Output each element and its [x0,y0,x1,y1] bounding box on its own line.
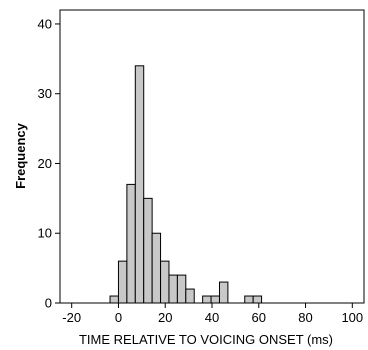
histogram-bar [185,288,195,304]
histogram-bar [218,281,229,304]
y-axis-label: Frequency [13,122,28,189]
histogram-bar [109,295,119,304]
histogram-bar [126,183,136,304]
x-tick-label: 40 [205,310,219,325]
histogram-bar [168,274,178,304]
histogram-bar [244,295,254,304]
x-axis-label: TIME RELATIVE TO VOICING ONSET (ms) [79,332,333,347]
histogram-bar [176,274,187,304]
x-tick-label: 60 [252,310,266,325]
x-axis-ticks: -20 0 20 40 60 80 100 [62,303,363,325]
histogram-bar [143,197,153,304]
y-tick-label: 30 [38,86,52,101]
histogram-bar [117,260,128,304]
y-tick-label: 0 [45,296,52,311]
x-tick-label: 0 [115,310,122,325]
histogram-bar [134,65,145,304]
x-tick-label: -20 [62,310,81,325]
histogram-bar [252,295,263,304]
y-axis-ticks: 0 10 20 30 40 [38,16,60,311]
plot-frame [59,9,365,304]
y-tick-label: 20 [38,156,52,171]
x-tick-label: 100 [341,310,363,325]
y-tick-label: 40 [38,16,52,31]
bars-group [109,65,263,304]
y-tick-label: 10 [38,226,52,241]
x-tick-label: 20 [158,310,172,325]
x-tick-label: 80 [298,310,312,325]
histogram-bar [210,295,220,304]
histogram-bar [160,260,170,304]
histogram-bar [202,295,212,304]
histogram-bar [151,232,162,304]
